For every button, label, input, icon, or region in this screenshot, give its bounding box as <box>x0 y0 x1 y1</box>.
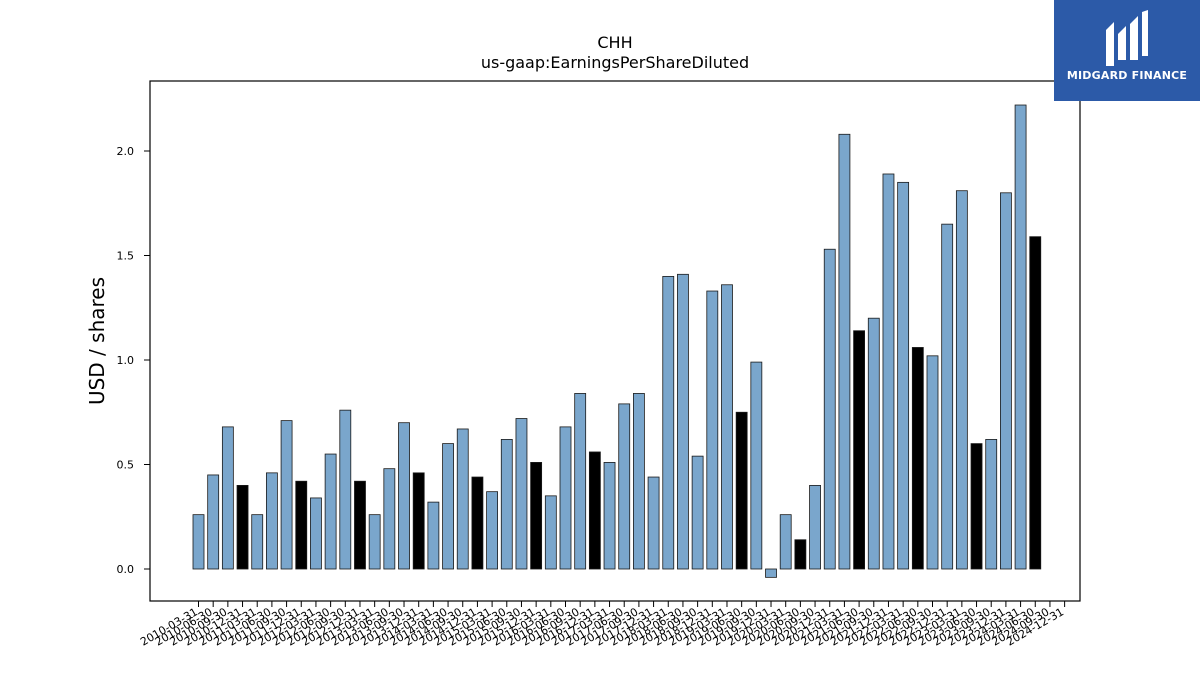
bar-2023-12-31 <box>1000 192 1012 570</box>
bar-2018-03-31 <box>662 275 675 570</box>
bar-2021-06-30 <box>853 330 865 570</box>
bar-2019-09-30 <box>750 361 763 570</box>
bar-2022-09-30 <box>926 355 939 570</box>
y-tick-label: 2.0 <box>117 145 135 158</box>
bar-2012-09-30 <box>339 409 352 570</box>
bar-2021-09-30 <box>867 317 880 570</box>
chart-subtitle: us-gaap:EarningsPerShareDiluted <box>481 53 749 72</box>
bar-2011-06-30 <box>265 472 278 570</box>
midgard-m-logo-icon <box>1106 10 1148 66</box>
bar-2016-06-30 <box>559 426 572 570</box>
bar-2016-09-30 <box>574 393 587 570</box>
bar-2017-03-31 <box>603 462 616 570</box>
bar-2020-03-31 <box>779 514 792 570</box>
bar-2014-12-31 <box>471 476 484 570</box>
plot-frame <box>149 80 1081 602</box>
bar-2022-03-31 <box>897 181 910 570</box>
bar-2010-06-30 <box>207 474 220 570</box>
bar-2016-03-31 <box>544 495 557 570</box>
bar-2018-06-30 <box>677 273 689 570</box>
y-axis-ticks: 0.0 0.5 1.0 1.5 2.0 <box>117 145 150 576</box>
bar-2017-12-31 <box>647 476 660 570</box>
y-tick-label: 1.5 <box>117 250 135 263</box>
bar-2010-03-31 <box>192 514 205 570</box>
bar-2013-09-30 <box>398 422 410 570</box>
bar-2023-09-30 <box>985 439 998 570</box>
bar-2013-03-31 <box>368 514 381 570</box>
bar-2019-03-31 <box>721 284 733 570</box>
bar-2015-12-31 <box>530 462 543 570</box>
brand-name: MIDGARD FINANCE <box>1066 69 1188 82</box>
bar-2014-03-31 <box>427 501 440 570</box>
bar-2015-06-30 <box>500 439 513 570</box>
bar-2013-12-31 <box>412 472 425 570</box>
chart-title: CHH <box>597 33 632 52</box>
y-tick-label: 0.0 <box>117 563 135 576</box>
bar-2019-12-31 <box>765 568 777 578</box>
y-axis-label: USD / shares <box>85 277 109 405</box>
bar-2024-06-30 <box>1029 236 1042 570</box>
bar-2020-09-30 <box>809 484 821 570</box>
bar-2015-09-30 <box>515 418 528 570</box>
y-tick-label: 0.5 <box>117 459 135 472</box>
bar-2023-03-31 <box>955 190 968 570</box>
bar-2019-06-30 <box>735 411 748 570</box>
bar-2022-12-31 <box>941 223 954 570</box>
bar-2015-03-31 <box>486 491 499 570</box>
bar-2018-09-30 <box>691 455 704 570</box>
bar-2010-09-30 <box>221 426 234 570</box>
y-tick-label: 1.0 <box>117 354 135 367</box>
bar-2012-12-31 <box>354 480 366 570</box>
bar-2011-12-31 <box>295 480 308 570</box>
bar-2013-06-30 <box>383 468 396 570</box>
bar-2024-03-31 <box>1014 104 1027 570</box>
bar-2017-06-30 <box>618 403 631 570</box>
bar-2021-03-31 <box>838 133 851 570</box>
bar-2014-06-30 <box>442 443 454 570</box>
bar-2012-03-31 <box>310 497 322 570</box>
bar-2022-06-30 <box>911 347 924 570</box>
bar-2018-12-31 <box>706 290 719 570</box>
bar-2017-09-30 <box>633 393 645 570</box>
bar-2021-12-31 <box>882 173 895 570</box>
bar-2023-06-30 <box>970 443 983 570</box>
bar-2011-09-30 <box>280 420 293 570</box>
x-axis-ticks: 2010-03-312010-06-302010-09-302010-12-31… <box>138 601 1066 649</box>
bar-2012-06-30 <box>324 453 337 570</box>
bar-series <box>192 104 1042 578</box>
bar-2016-12-31 <box>588 451 601 570</box>
brand-logo: MIDGARD FINANCE <box>1054 0 1200 101</box>
bar-2014-09-30 <box>456 428 469 570</box>
bar-2020-12-31 <box>823 248 836 570</box>
bar-2010-12-31 <box>236 484 249 570</box>
bar-2011-03-31 <box>251 514 264 570</box>
bar-2020-06-30 <box>794 539 807 570</box>
